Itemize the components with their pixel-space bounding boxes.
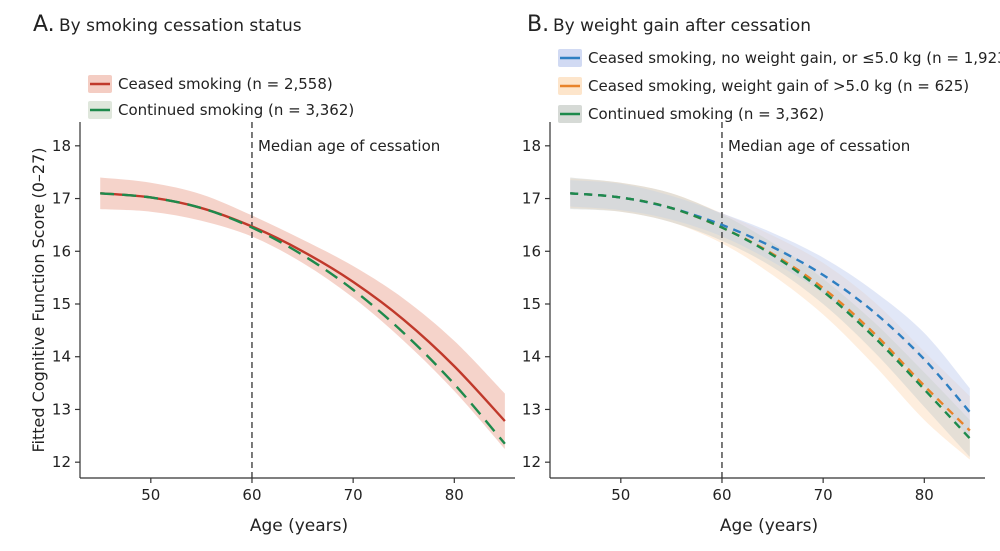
legend-label: Ceased smoking, weight gain of >5.0 kg (… [588,77,969,95]
panel-b-title: By weight gain after cessation [553,16,811,36]
x-tick-label: 60 [242,486,261,504]
y-tick-label: 14 [52,348,71,366]
panel-b-plot: 12 13 14 15 16 17 18 50 60 70 80 Median age of cess… [522,49,1000,504]
panel-a-header: A. By smoking cessation status [33,12,302,37]
y-tick-label: 15 [52,295,71,313]
y-tick-label: 12 [52,453,71,471]
y-tick-label: 13 [52,400,71,418]
y-tick-label: 14 [522,348,541,366]
legend-label: Ceased smoking, no weight gain, or ≤5.0 … [588,49,1000,67]
y-tick-label: 15 [522,295,541,313]
ci-band-0 [570,178,970,460]
x-tick-label: 80 [915,486,934,504]
legend-label: Continued smoking (n = 3,362) [118,101,354,119]
y-tick-label: 12 [522,453,541,471]
x-tick-label: 80 [445,486,464,504]
panel-a-title: By smoking cessation status [59,16,302,36]
ci-band-2 [570,177,970,457]
series-line-0 [100,192,506,422]
series-line-1 [570,192,971,413]
median-cessation-label: Median age of cessation [728,137,910,155]
panel-a-letter: A. [33,12,55,37]
x-tick-label: 70 [814,486,833,504]
y-tick-label: 18 [522,137,541,155]
series-line-1 [100,192,506,445]
legend-label: Continued smoking (n = 3,362) [588,105,824,123]
x-tick-label: 60 [712,486,731,504]
legend-label: Ceased smoking (n = 2,558) [118,75,333,93]
y-axis-label: Fitted Cognitive Function Score (0–27) [29,148,48,453]
panel-b-header: B. By weight gain after cessation [527,12,811,37]
x-tick-label: 70 [344,486,363,504]
panel-b-x-axis-label: Age (years) [720,516,818,536]
ci-band-0 [100,177,505,449]
y-tick-label: 17 [522,190,541,208]
y-tick-label: 18 [52,137,71,155]
x-tick-label: 50 [141,486,160,504]
x-tick-label: 50 [611,486,630,504]
y-tick-label: 16 [52,242,71,260]
panel-b-letter: B. [527,12,549,37]
median-cessation-label: Median age of cessation [258,137,440,155]
y-tick-label: 13 [522,400,541,418]
y-tick-label: 17 [52,190,71,208]
panel-a-plot: 12 13 14 15 16 17 18 50 60 70 80 Median age of cess… [52,75,515,504]
y-tick-label: 16 [522,242,541,260]
panel-a-x-axis-label: Age (years) [250,516,348,536]
